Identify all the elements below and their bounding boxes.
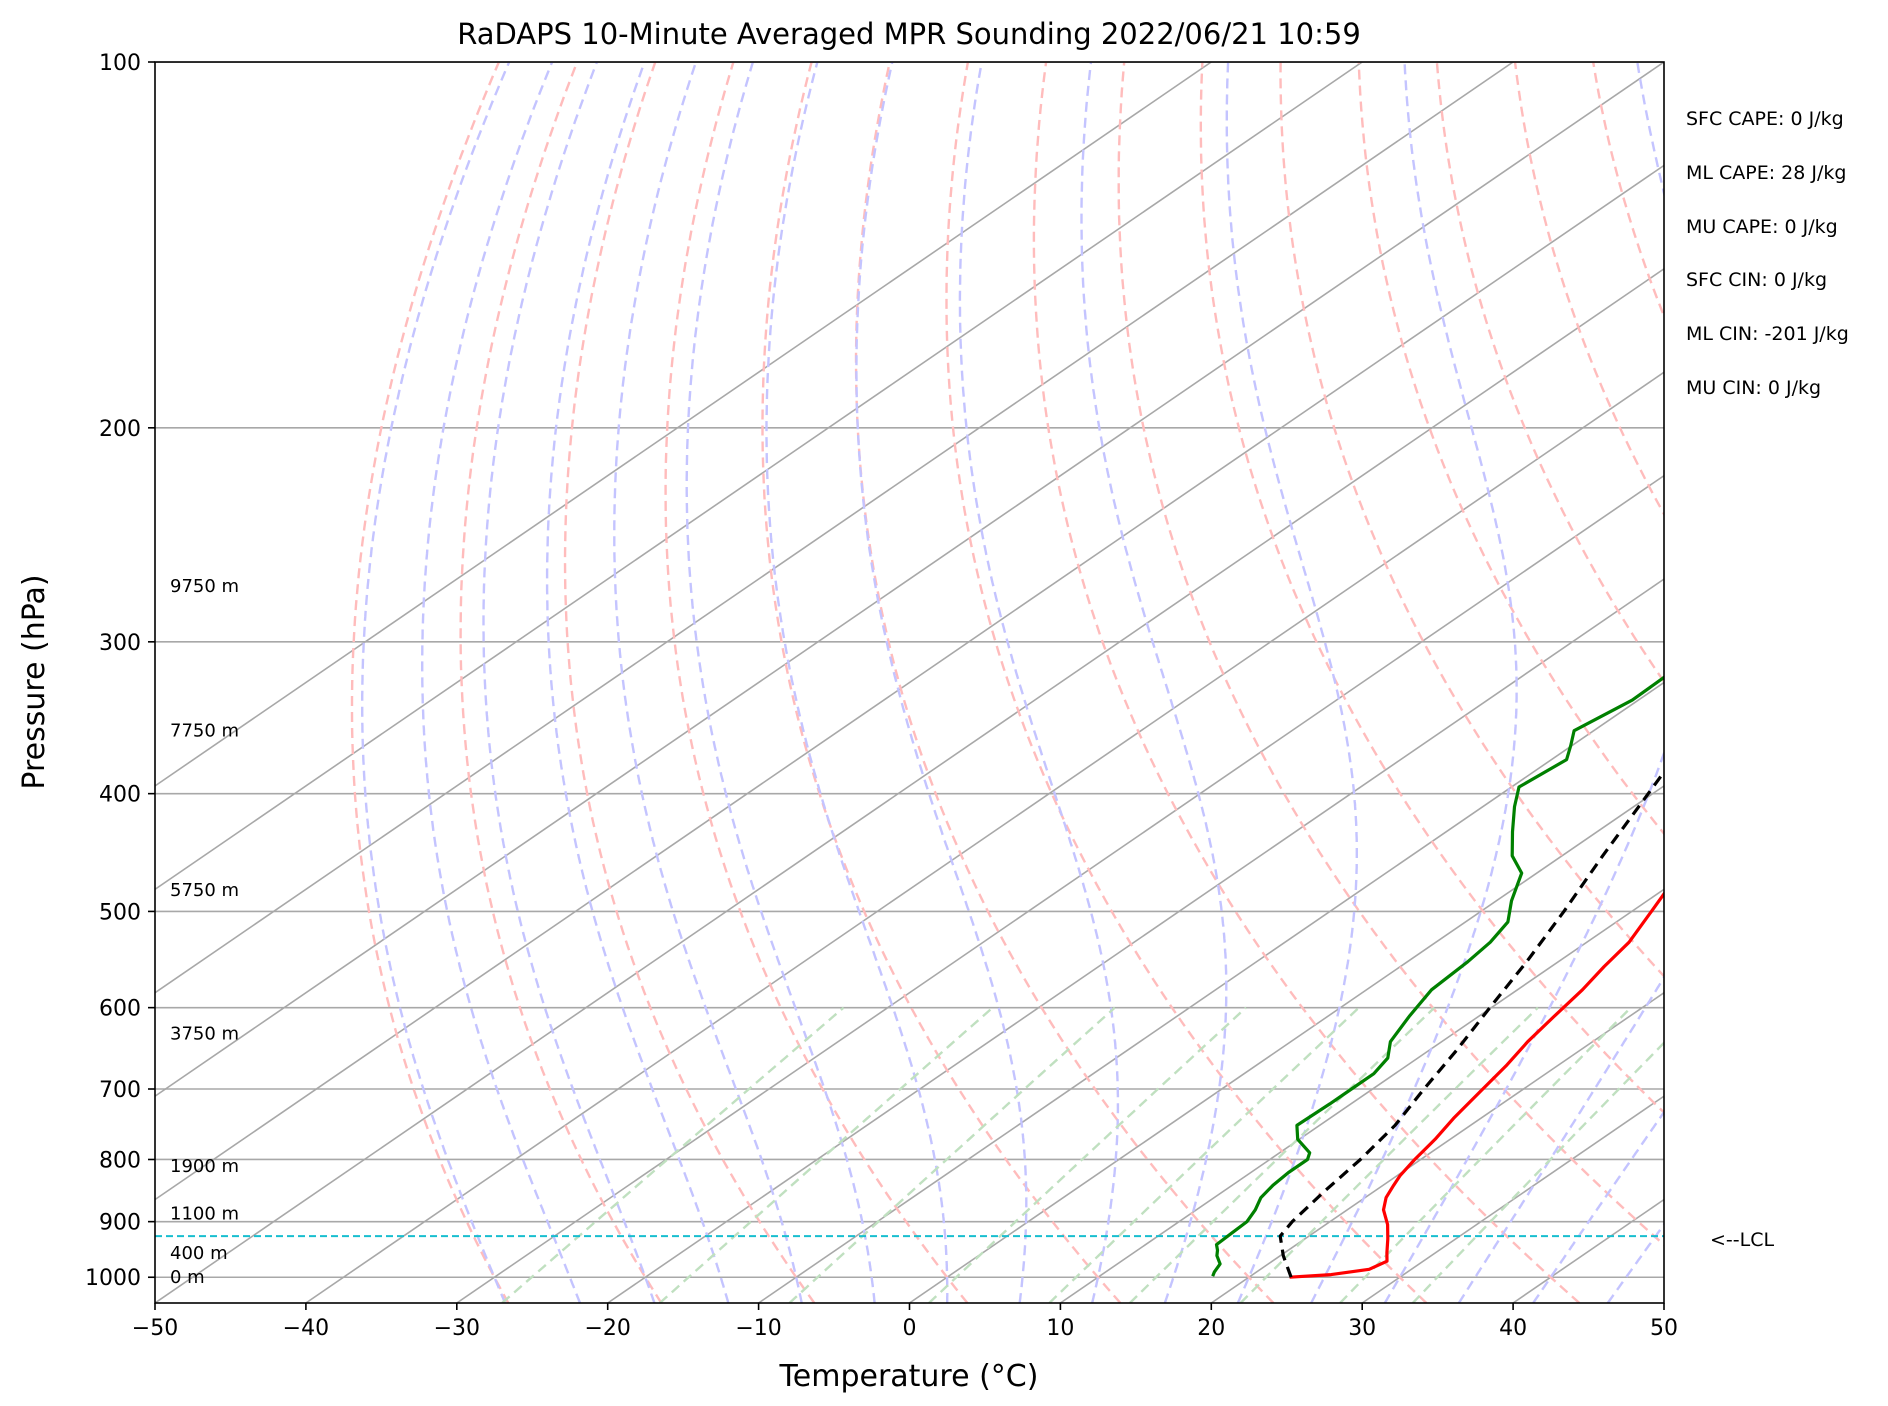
y-tick-label: 200 xyxy=(99,417,141,442)
x-tick-label: 0 xyxy=(903,1316,917,1341)
y-axis-label: Pressure (hPa) xyxy=(17,574,52,789)
chart-title: RaDAPS 10-Minute Averaged MPR Sounding 2… xyxy=(457,17,1361,51)
height-labels: 0 m 400 m 1100 m 1900 m 3750 m 5750 m 7750 m 97… xyxy=(170,576,239,1288)
moist-adiabat-line xyxy=(361,62,511,1303)
isotherm-line xyxy=(1059,888,1664,1303)
dry-adiabat-line xyxy=(1435,62,1664,684)
moist-adiabat-line xyxy=(1532,1110,1664,1303)
moist-adiabat-line xyxy=(545,62,730,1303)
x-axis-label: Temperature (°C) xyxy=(779,1359,1039,1394)
y-tick-label: 500 xyxy=(99,900,141,925)
dry-adiabat-line xyxy=(563,62,816,1303)
isotherm-line xyxy=(155,62,1212,787)
height-label: 0 m xyxy=(170,1267,205,1288)
stat-mu-cape: MU CAPE: 0 J/kg xyxy=(1686,216,1838,238)
dry-adiabat-line xyxy=(1513,62,1664,517)
height-label: 9750 m xyxy=(170,576,239,597)
isotherm-line xyxy=(155,164,1664,1201)
x-tick-label: −10 xyxy=(735,1316,781,1341)
isotherm-line xyxy=(909,784,1664,1303)
height-label: 5750 m xyxy=(170,880,239,901)
isotherm-line xyxy=(305,371,1664,1303)
y-tick-label: 900 xyxy=(99,1211,141,1236)
mixing-ratio-line xyxy=(788,1006,1116,1303)
moist-adiabat-line xyxy=(613,62,803,1303)
moist-adiabat-line xyxy=(1457,975,1664,1303)
stat-ml-cin: ML CIN: -201 J/kg xyxy=(1686,323,1849,345)
parcel-profile xyxy=(1278,769,1664,1278)
dry-adiabat-line xyxy=(1279,62,1664,978)
mixing-ratio-line xyxy=(1129,1006,1436,1303)
isotherm-line xyxy=(607,578,1664,1303)
lcl-label: <--LCL xyxy=(1710,1229,1774,1251)
dry-adiabat-line xyxy=(1117,62,1664,1247)
isotherm-line xyxy=(456,474,1664,1303)
x-tick-label: 20 xyxy=(1197,1316,1225,1341)
x-tick-label: 50 xyxy=(1650,1316,1678,1341)
height-label: 1100 m xyxy=(170,1203,239,1224)
dry-adiabat-line xyxy=(664,62,969,1303)
y-tick-label: 600 xyxy=(99,997,141,1022)
x-tick-label: −30 xyxy=(434,1316,480,1341)
axes: −50 −40 −30 −20 −10 0 10 20 30 40 50 100 200 300 400 50… xyxy=(85,51,1678,1341)
isotherm-line xyxy=(155,62,1664,1098)
y-tick-label: 800 xyxy=(99,1148,141,1173)
x-tick-label: −50 xyxy=(132,1316,178,1341)
stat-sfc-cape: SFC CAPE: 0 J/kg xyxy=(1686,108,1844,130)
mixing-ratio-line xyxy=(928,1006,1247,1303)
moist-adiabat-line xyxy=(765,62,949,1303)
height-label: 400 m xyxy=(170,1243,228,1264)
moist-adiabat-line xyxy=(958,62,1120,1303)
stat-mu-cin: MU CIN: 0 J/kg xyxy=(1686,377,1822,399)
height-label: 7750 m xyxy=(170,721,239,742)
dry-adiabat-line xyxy=(350,62,510,1303)
isotherm-line xyxy=(155,62,1363,891)
moist-adiabat-line xyxy=(482,62,656,1303)
y-tick-label: 300 xyxy=(99,631,141,656)
dry-adiabat-line xyxy=(459,62,663,1303)
x-tick-label: 30 xyxy=(1348,1316,1376,1341)
mixing-ratio-line xyxy=(501,1006,845,1303)
x-tick-label: −20 xyxy=(584,1316,630,1341)
isotherm-line xyxy=(155,267,1664,1303)
moist-adiabat-line xyxy=(421,62,582,1303)
x-tick-label: 40 xyxy=(1499,1316,1527,1341)
y-tick-label: 700 xyxy=(99,1078,141,1103)
stat-sfc-cin: SFC CIN: 0 J/kg xyxy=(1686,269,1828,291)
x-tick-label: 10 xyxy=(1046,1316,1074,1341)
dry-adiabat-line xyxy=(1199,62,1664,1115)
dry-adiabat-line xyxy=(1032,62,1581,1303)
mixing-ratio-line xyxy=(1239,1006,1539,1303)
moist-adiabat-line xyxy=(855,62,1028,1303)
y-tick-label: 400 xyxy=(99,783,141,808)
dry-adiabat-line xyxy=(945,62,1428,1303)
isotherm-line xyxy=(1210,991,1664,1303)
dry-adiabat-line xyxy=(1357,62,1664,836)
moist-adiabat-line xyxy=(1310,62,1518,1303)
background-grid xyxy=(155,62,1664,1303)
stat-ml-cape: ML CAPE: 28 J/kg xyxy=(1686,162,1847,184)
height-label: 1900 m xyxy=(170,1156,239,1177)
x-tick-label: −40 xyxy=(283,1316,329,1341)
isotherm-line xyxy=(155,62,1514,994)
dry-adiabat-line xyxy=(761,62,1122,1303)
y-tick-label: 1000 xyxy=(85,1266,141,1291)
data-series xyxy=(155,675,1664,1279)
mixing-ratio-line xyxy=(1411,1041,1664,1303)
y-tick-label: 100 xyxy=(99,51,141,76)
moist-adiabat-line xyxy=(685,62,876,1303)
moist-adiabat-line xyxy=(1383,62,1664,1303)
temperature-profile xyxy=(1289,891,1664,1279)
mixing-ratio-line xyxy=(1048,1006,1360,1303)
height-label: 3750 m xyxy=(170,1023,239,1044)
dewpoint-profile xyxy=(1211,675,1664,1277)
moist-adiabat-line xyxy=(1080,62,1228,1303)
